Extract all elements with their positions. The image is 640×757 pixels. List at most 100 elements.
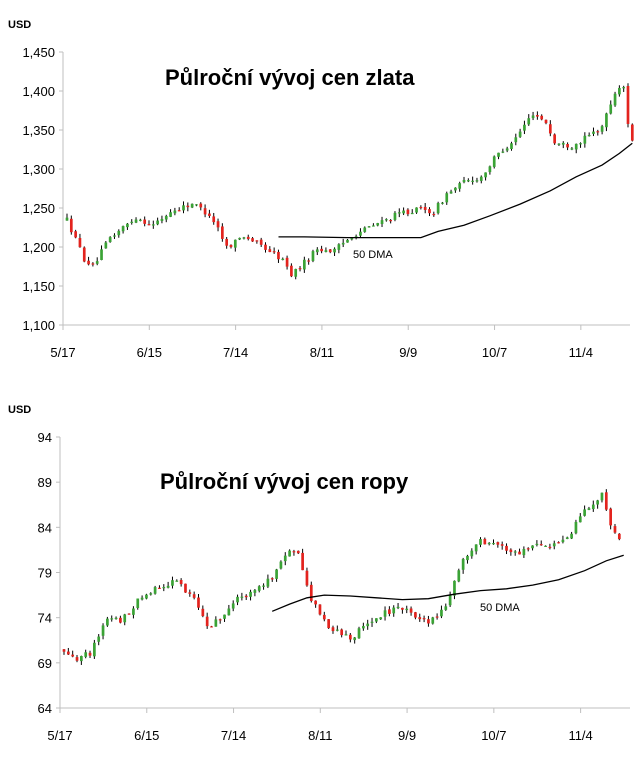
candle — [453, 580, 456, 600]
candle-body — [453, 580, 456, 596]
candle — [557, 143, 561, 146]
candle — [195, 204, 198, 207]
candle — [87, 256, 90, 266]
candle — [596, 499, 599, 509]
candle — [95, 257, 99, 266]
candle — [448, 591, 452, 607]
candle — [415, 207, 418, 214]
candle-body — [337, 244, 341, 250]
candle-body — [401, 607, 404, 610]
candle-body — [428, 209, 431, 214]
candle-body — [84, 652, 88, 657]
candle — [75, 654, 79, 663]
candle — [249, 589, 252, 601]
gold-y-tick-label: 1,300 — [22, 162, 55, 177]
candle-body — [397, 212, 401, 214]
candle-body — [367, 226, 371, 228]
candle-body — [531, 545, 534, 549]
candle-body — [522, 549, 526, 556]
candle-body — [376, 223, 380, 226]
candle-body — [348, 634, 352, 640]
candle — [375, 618, 378, 624]
candle — [114, 616, 118, 620]
candle-body — [539, 544, 543, 546]
candle — [401, 607, 404, 614]
candle — [548, 543, 552, 550]
oil-chart-title: Půlroční vývoj cen ropy — [160, 469, 409, 494]
candle — [182, 201, 185, 214]
candle-body — [177, 210, 181, 212]
candle-body — [101, 625, 105, 636]
candle — [592, 127, 595, 137]
candle-body — [166, 585, 170, 588]
candle — [423, 202, 427, 214]
candle-body — [184, 583, 187, 593]
candle — [440, 605, 443, 619]
candle — [436, 201, 440, 215]
candle-body — [277, 251, 280, 260]
candle-body — [448, 594, 452, 606]
candle — [458, 181, 462, 192]
candle — [275, 568, 278, 582]
candle-body — [474, 544, 478, 552]
candle-body — [221, 226, 224, 239]
oil-y-tick-label: 69 — [38, 656, 52, 671]
candle — [119, 615, 122, 624]
candle-body — [561, 539, 565, 543]
candle-body — [587, 134, 591, 137]
candle — [214, 616, 218, 627]
candle — [565, 536, 569, 540]
candle — [622, 85, 626, 92]
candle — [357, 626, 361, 639]
candle-body — [392, 607, 396, 614]
candle-body — [331, 627, 335, 632]
candle — [309, 581, 313, 603]
candle-body — [301, 552, 304, 571]
candle-body — [314, 600, 317, 605]
candle — [221, 223, 224, 242]
candle-body — [253, 590, 257, 593]
candle-body — [445, 193, 449, 203]
candle-body — [579, 143, 582, 145]
candle — [544, 545, 547, 547]
candle-body — [285, 257, 289, 267]
candle — [244, 594, 248, 600]
candle — [505, 146, 509, 153]
candle-body — [288, 550, 291, 557]
candle-body — [561, 142, 565, 145]
oil-y-tick-label: 84 — [38, 520, 52, 535]
candle-body — [322, 614, 326, 620]
candle — [359, 228, 362, 238]
candle-body — [264, 244, 267, 250]
candle — [479, 537, 482, 548]
candle-body — [147, 224, 151, 226]
gold-x-tick-label: 6/15 — [137, 345, 162, 360]
candle — [192, 591, 196, 600]
candle — [367, 226, 371, 228]
candle — [255, 240, 259, 244]
candle — [454, 187, 457, 193]
candle-body — [266, 578, 270, 587]
candle-body — [492, 156, 496, 167]
candle-body — [236, 596, 239, 603]
candle-body — [510, 143, 513, 150]
candle-body — [275, 569, 278, 579]
candle — [414, 611, 417, 620]
oil-x-tick-label: 5/17 — [47, 728, 72, 743]
candle-body — [303, 259, 306, 270]
gold-x-tick-label: 8/11 — [310, 345, 334, 360]
candle — [171, 576, 174, 589]
candle — [318, 604, 322, 616]
candle-body — [136, 598, 140, 609]
candle-body — [574, 143, 578, 150]
candle-body — [466, 180, 470, 182]
candle — [500, 541, 504, 550]
candle-body — [327, 619, 330, 629]
oil-x-tick-label: 8/11 — [308, 728, 332, 743]
gold-y-tick-label: 1,350 — [22, 123, 55, 138]
candle-body — [344, 634, 348, 636]
candle-body — [578, 516, 582, 523]
candle-body — [143, 219, 147, 224]
candle-body — [251, 238, 254, 242]
candle — [305, 567, 309, 587]
